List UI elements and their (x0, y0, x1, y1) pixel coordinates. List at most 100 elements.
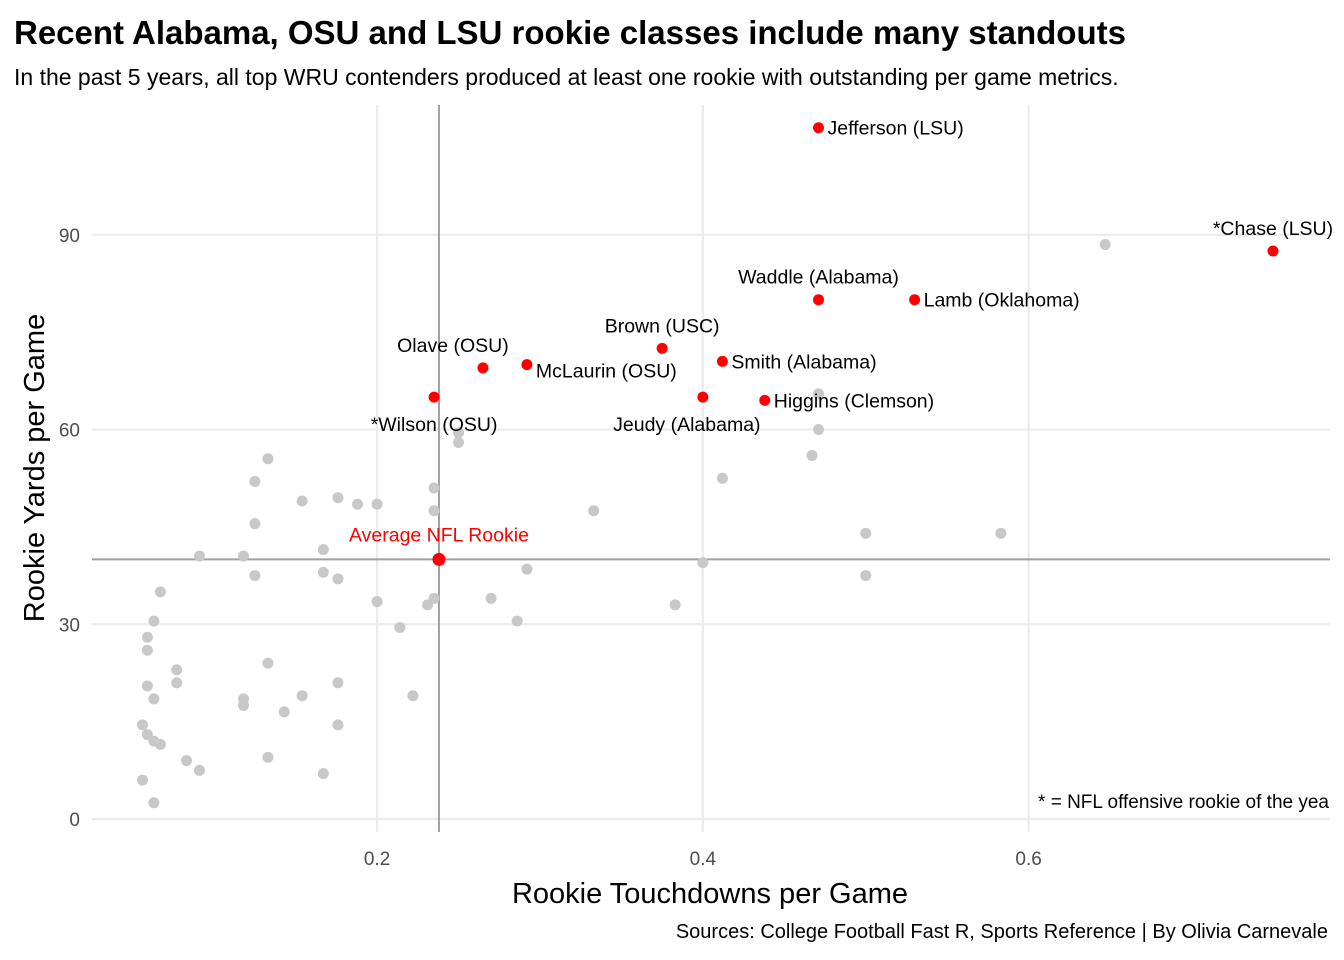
y-tick-label: 30 (59, 615, 80, 636)
other-rookie-point (249, 518, 261, 530)
other-rookie-point (332, 719, 344, 731)
other-rookie-point (317, 768, 329, 780)
other-rookie-point (237, 699, 249, 711)
y-axis-label: Rookie Yards per Game (19, 314, 51, 622)
other-rookie-point (148, 797, 160, 809)
rookie-name-label: Smith (Alabama) (731, 351, 876, 373)
other-rookie-point (995, 527, 1007, 539)
rookie-name-label: Lamb (Oklahoma) (924, 290, 1080, 312)
rookie-name-label: McLaurin (OSU) (536, 361, 677, 383)
other-rookie-point (194, 764, 206, 776)
grid-lines (92, 105, 1330, 832)
chart-title: Recent Alabama, OSU and LSU rookie class… (14, 14, 1126, 51)
rookie-name-label: Higgins (Clemson) (774, 390, 934, 412)
other-rookie-point (813, 388, 825, 400)
other-rookie-point (453, 427, 465, 439)
highlighted-rookie-point (656, 342, 668, 354)
other-rookie-point (136, 774, 148, 786)
other-rookie-point (262, 453, 274, 465)
other-rookie-point (1099, 239, 1111, 251)
other-rookie-point (371, 498, 383, 510)
other-rookie-point (180, 755, 192, 767)
highlighted-rookie-point (909, 294, 921, 306)
rookie-name-label: Jeudy (Alabama) (613, 414, 760, 436)
other-rookie-point (278, 706, 290, 718)
axis-tick-labels: 0 30 60 90 0.2 0.4 0.6 (59, 226, 1042, 870)
other-rookie-point (262, 751, 274, 763)
other-rookie-point (171, 664, 183, 676)
highlighted-rookie-point (477, 362, 489, 374)
highlighted-rookie-point (813, 294, 825, 306)
other-rookie-point (141, 631, 153, 643)
rookie-name-label: Olave (OSU) (397, 335, 509, 357)
other-rookie-point (860, 527, 872, 539)
other-rookie-point (141, 680, 153, 692)
reference-lines (92, 105, 1330, 832)
other-rookie-point (428, 505, 440, 517)
rookie-name-label: *Chase (LSU) (1213, 218, 1333, 240)
other-rookie-point (296, 495, 308, 507)
other-rookie-point (806, 450, 818, 462)
y-tick-label: 60 (59, 421, 80, 442)
other-rookie-point (352, 498, 364, 510)
other-rookie-point (141, 729, 153, 741)
other-rookie-point (332, 492, 344, 504)
chart-subtitle: In the past 5 years, all top WRU contend… (14, 64, 1119, 90)
other-rookie-point (813, 424, 825, 436)
other-rookie-point (422, 599, 434, 611)
other-rookie-point (141, 644, 153, 656)
other-rookie-points (136, 239, 1111, 809)
other-rookie-point (148, 615, 160, 627)
other-rookie-point (249, 475, 261, 487)
average-rookie-point (432, 552, 446, 566)
other-rookie-point (716, 472, 728, 484)
other-rookie-point (860, 570, 872, 582)
other-rookie-point (249, 570, 261, 582)
x-axis-label: Rookie Touchdowns per Game (512, 878, 908, 910)
other-rookie-point (317, 544, 329, 556)
rookie-name-label: Brown (USC) (605, 315, 720, 337)
x-tick-label: 0.6 (1015, 849, 1041, 870)
other-rookie-point (194, 550, 206, 562)
other-rookie-point (428, 482, 440, 494)
average-rookie-label: Average NFL Rookie (349, 524, 529, 546)
other-rookie-point (697, 557, 709, 569)
x-tick-label: 0.4 (690, 849, 717, 870)
other-rookie-point (669, 599, 681, 611)
other-rookie-point (154, 586, 166, 598)
highlighted-rookie-point (716, 355, 728, 367)
highlighted-rookie-points (428, 122, 1279, 566)
other-rookie-point (171, 677, 183, 689)
y-tick-label: 90 (59, 226, 80, 247)
highlighted-rookie-point (521, 359, 533, 371)
source-caption: Sources: College Football Fast R, Sports… (675, 921, 1328, 943)
other-rookie-point (148, 693, 160, 705)
other-rookie-point (588, 505, 600, 517)
x-tick-label: 0.2 (364, 849, 390, 870)
other-rookie-point (262, 657, 274, 669)
highlighted-rookie-point (428, 391, 440, 403)
highlighted-rookie-point (813, 122, 825, 134)
rookie-name-label: Waddle (Alabama) (738, 267, 899, 289)
rookie-name-label: *Wilson (OSU) (371, 414, 498, 436)
other-rookie-point (394, 622, 406, 634)
other-rookie-point (407, 690, 419, 702)
other-rookie-point (453, 437, 465, 449)
other-rookie-point (332, 573, 344, 585)
other-rookie-point (371, 596, 383, 608)
other-rookie-point (511, 615, 523, 627)
other-rookie-point (317, 566, 329, 578)
other-rookie-point (296, 690, 308, 702)
point-labels: Jefferson (LSU) *Chase (LSU) Waddle (Alaba… (349, 118, 1333, 547)
other-rookie-point (521, 563, 533, 575)
highlighted-rookie-point (1267, 245, 1279, 257)
y-tick-label: 0 (69, 810, 80, 831)
other-rookie-point (136, 719, 148, 731)
highlighted-rookie-point (697, 391, 709, 403)
rookie-of-year-footnote: * = NFL offensive rookie of the yea (1038, 792, 1329, 813)
highlighted-rookie-point (759, 394, 771, 406)
other-rookie-point (485, 592, 497, 604)
other-rookie-point (332, 677, 344, 689)
rookie-name-label: Jefferson (LSU) (828, 118, 964, 140)
